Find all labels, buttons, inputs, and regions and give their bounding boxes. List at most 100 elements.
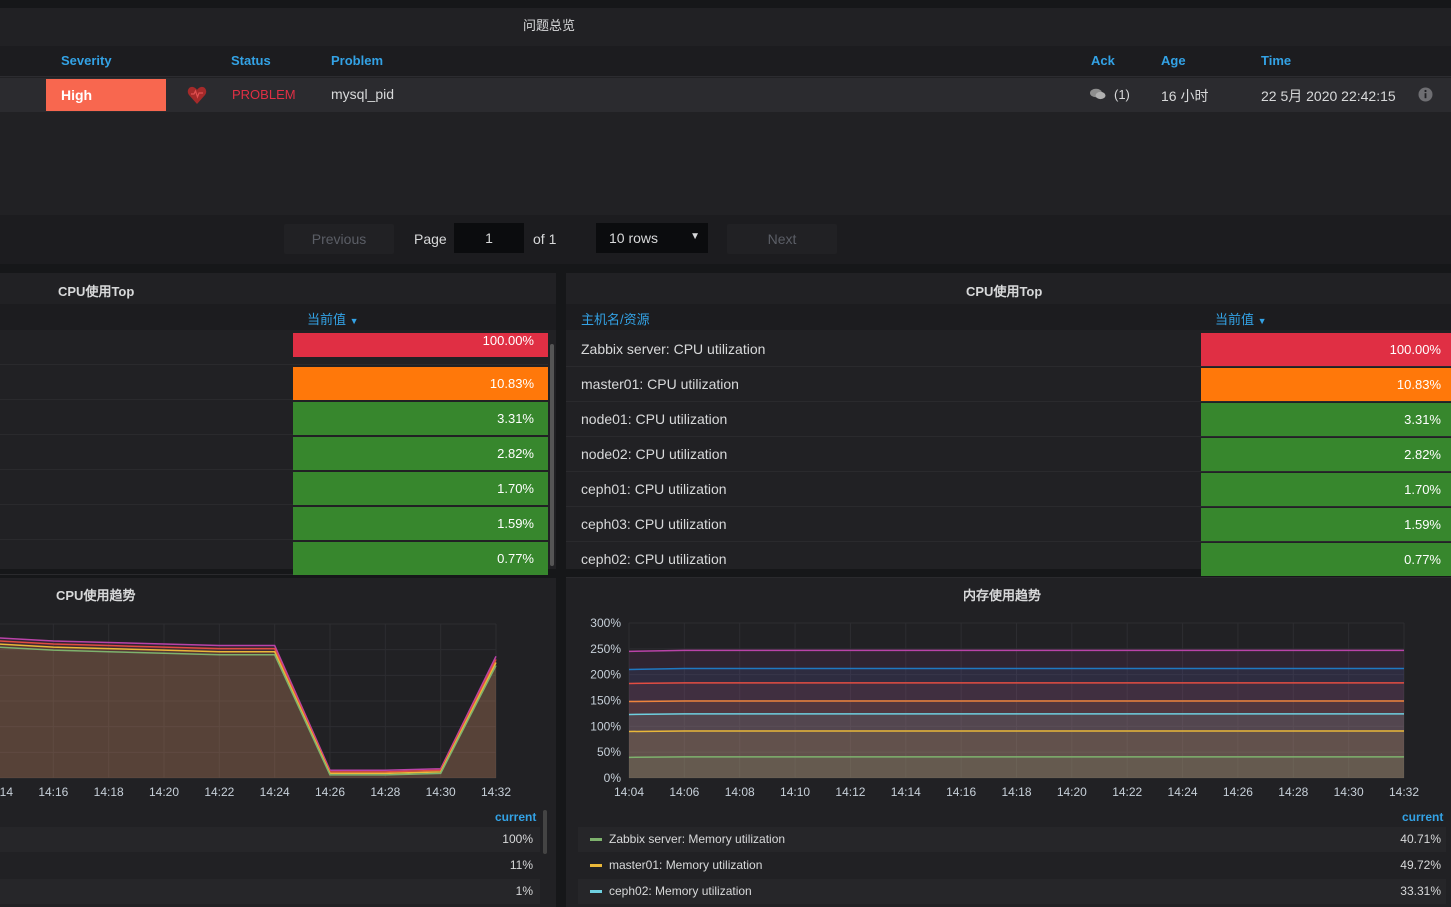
table-row: 1.70% [0,472,548,505]
legend-row[interactable]: Zabbix server: Memory utilization 40.71% [578,827,1446,852]
x-tick-label: 14:24 [260,785,290,799]
host-name[interactable]: node01: CPU utilization [581,411,728,427]
value-column-label: 当前值 [1215,312,1255,327]
series-line [628,756,1404,759]
x-tick-label: 14:20 [149,785,179,799]
series-line [628,649,1404,653]
table-row: 100.00% [0,332,548,365]
value-cell: 3.31% [1201,403,1451,436]
table-row: 0.77% [0,542,548,575]
legend-current-header[interactable]: current [495,810,537,824]
panel-title: CPU使用趋势 [56,588,136,603]
value-column-header[interactable]: 当前值 ▼ [307,309,359,328]
series-line [628,730,1404,733]
severity-label: High [61,87,93,103]
page-input[interactable]: 1 [454,223,524,253]
pagination-bar [0,215,1451,264]
host-name[interactable]: master01: CPU utilization [581,376,739,392]
series-area [629,668,1404,778]
table-row[interactable]: master01: CPU utilization 10.83% [566,367,1451,402]
sort-caret-icon: ▼ [349,316,359,326]
value-column-label: 当前值 [307,312,347,327]
scrollbar[interactable] [550,344,554,566]
table-row[interactable]: ceph03: CPU utilization 1.59% [566,507,1451,542]
x-tick-label: 14:24 [1168,785,1198,799]
host-name[interactable]: ceph01: CPU utilization [581,481,727,497]
x-tick-label: 14:18 [1001,785,1031,799]
series-line [0,637,497,772]
legend-scrollbar[interactable] [543,810,547,854]
problem-row[interactable] [0,78,1451,112]
series-line [0,643,497,775]
x-tick-label: 14:14 [0,785,13,799]
table-row: 10.83% [0,367,548,400]
legend-swatch [590,864,602,867]
info-icon[interactable] [1418,87,1433,102]
problems-header [0,46,1451,77]
table-row: 1.59% [0,507,548,540]
table-row: 3.31% [0,402,548,435]
value-cell: 10.83% [1201,368,1451,401]
value-cell: 0.77% [1201,543,1451,576]
problem-name[interactable]: mysql_pid [331,86,395,102]
column-problem[interactable]: Problem [331,53,384,68]
legend-current-header[interactable]: current [1402,810,1444,824]
table-row[interactable]: ceph01: CPU utilization 1.70% [566,472,1451,507]
legend-value: 49.72% [1400,858,1441,872]
ack-count: (1) [1114,87,1130,102]
host-name[interactable]: Zabbix server: CPU utilization [581,341,766,357]
previous-button[interactable]: Previous [284,224,394,254]
rows-select[interactable]: 10 rows ▼ [596,223,708,253]
series-area [0,644,496,778]
x-tick-label: 14:22 [1112,785,1142,799]
series-line [0,646,497,776]
rows-select-value: 10 rows [609,230,659,246]
y-tick-label: 50% [597,745,621,759]
value-cell: 0.77% [293,542,548,575]
legend-swatch [590,890,602,893]
legend-series-name[interactable]: Zabbix server: Memory utilization [609,832,786,846]
series-area [0,637,496,778]
legend-series-name[interactable]: master01: Memory utilization [609,858,763,872]
status-label: PROBLEM [232,87,296,102]
table-row[interactable]: Zabbix server: CPU utilization 100.00% [566,332,1451,367]
legend-row: 100% [0,827,540,852]
table-row[interactable]: ceph02: CPU utilization 0.77% [566,542,1451,578]
series-area [629,701,1404,778]
host-name[interactable]: ceph02: CPU utilization [581,551,727,567]
x-tick-label: 14:22 [204,785,234,799]
value-cell: 10.83% [293,367,548,400]
panel-title: CPU使用Top [58,284,135,299]
legend-value: 33.31% [1400,884,1441,898]
y-tick-label: 200% [590,668,621,682]
value-cell: 2.82% [1201,438,1451,471]
comment-icon[interactable] [1090,88,1106,101]
series-area [0,641,496,778]
host-name[interactable]: ceph03: CPU utilization [581,516,727,532]
x-tick-label: 14:32 [481,785,511,799]
column-ack[interactable]: Ack [1091,53,1115,68]
legend-value: 11% [509,858,533,872]
table-header [0,304,556,330]
column-time[interactable]: Time [1261,53,1292,68]
x-tick-label: 14:08 [725,785,755,799]
table-header [566,304,1451,330]
value-column-header[interactable]: 当前值 ▼ [1215,309,1267,328]
column-age[interactable]: Age [1161,53,1186,68]
legend-row[interactable]: ceph02: Memory utilization 33.31% [578,879,1446,904]
legend-row: 11% [0,853,540,878]
column-status[interactable]: Status [231,53,271,68]
panel-title: 内存使用趋势 [963,588,1042,603]
legend-row[interactable]: master01: Memory utilization 49.72% [578,853,1446,878]
legend-series-name[interactable]: ceph02: Memory utilization [609,884,752,898]
column-severity[interactable]: Severity [61,53,112,68]
mem-trend-chart[interactable]: 14:04 14:06 14:08 14:10 14:12 14:14 14:16 14:18… [566,610,1451,805]
next-button[interactable]: Next [727,224,837,254]
table-row[interactable]: node02: CPU utilization 2.82% [566,437,1451,472]
name-column-header[interactable]: 主机名/资源 [581,312,650,327]
series-area [629,730,1404,778]
series-line [628,667,1404,671]
host-name[interactable]: node02: CPU utilization [581,446,728,462]
table-row[interactable]: node01: CPU utilization 3.31% [566,402,1451,437]
cpu-trend-chart[interactable]: 14:14 14:16 14:18 14:20 14:22 14:24 14:26 14:28… [0,610,548,805]
